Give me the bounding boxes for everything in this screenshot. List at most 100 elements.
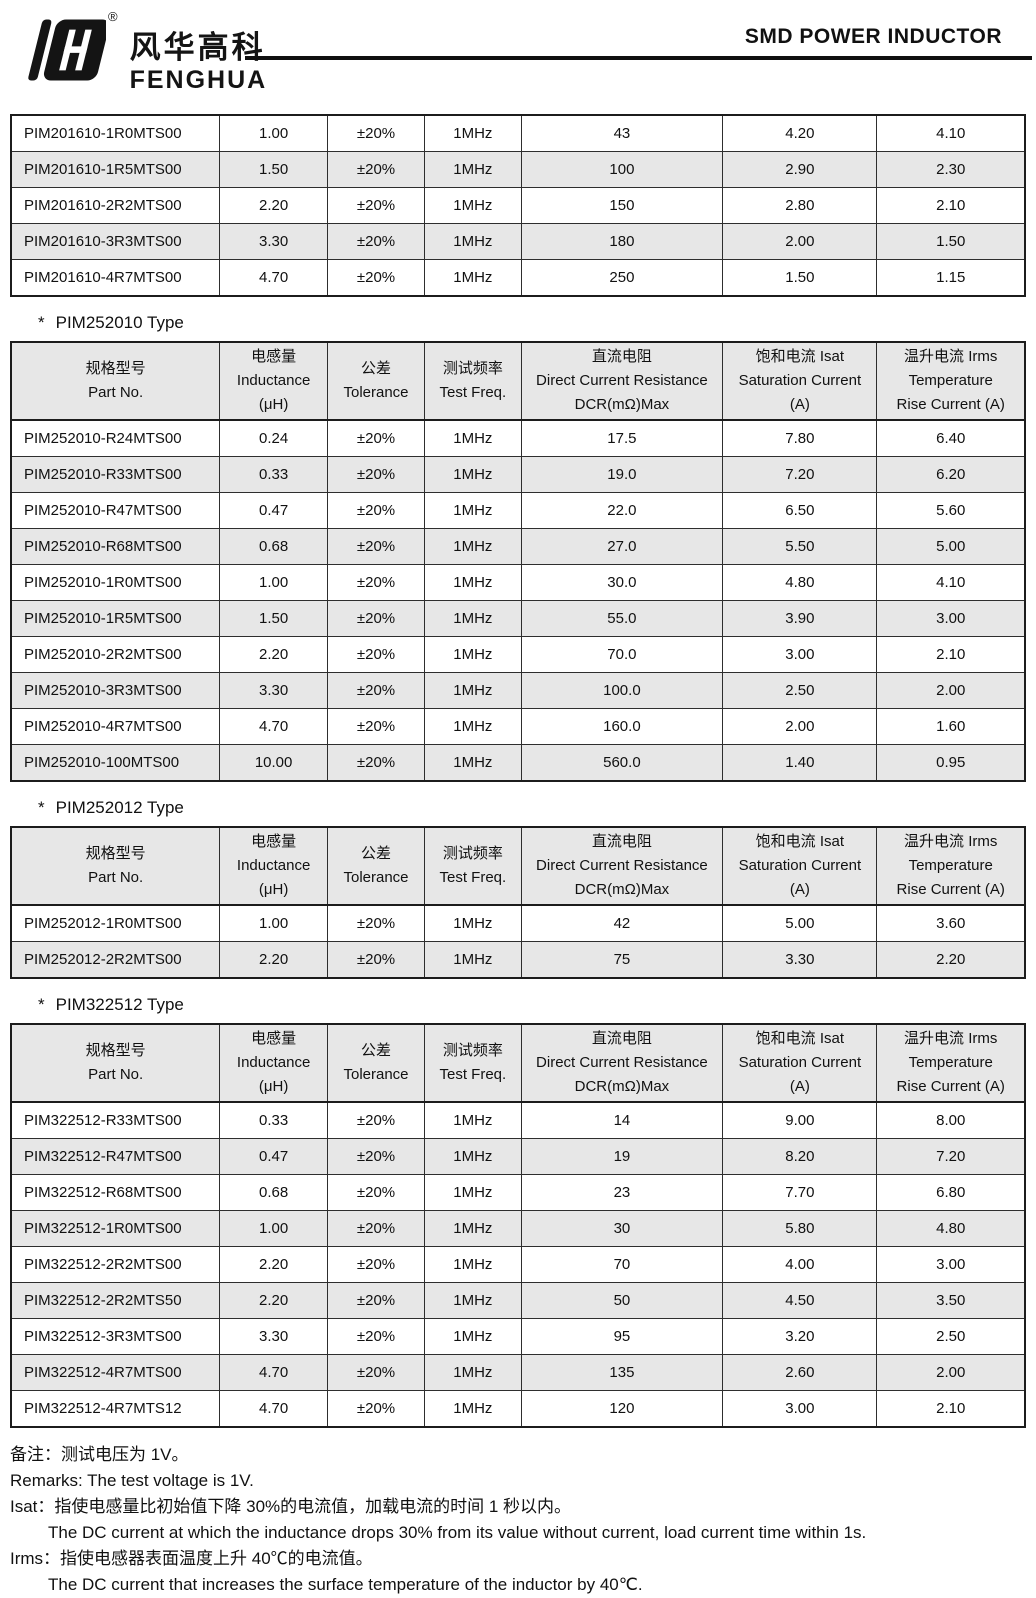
col-header-line: (μH) — [258, 881, 289, 898]
cell-dcr: 75 — [520, 941, 724, 979]
cell-part-no: PIM201610-1R5MTS00 — [10, 151, 221, 188]
col-header-line: Direct Current Resistance — [536, 372, 708, 389]
table-row: PIM252010-1R5MTS00 1.50 ±20% 1MHz 55.0 3.90 3.… — [10, 600, 1026, 637]
col-header-line: 饱和电流 Isat — [755, 833, 845, 850]
cell-test-freq: 1MHz — [424, 744, 522, 782]
section-title-text: PIM252012 Type — [55, 798, 184, 817]
cell-inductance: 2.20 — [219, 941, 328, 979]
cell-dcr: 120 — [520, 1390, 724, 1428]
cell-tolerance: ±20% — [326, 528, 426, 565]
table-row: PIM252010-1R0MTS00 1.00 ±20% 1MHz 30.0 4.80 4.… — [10, 564, 1026, 601]
cell-irms: 4.80 — [876, 1210, 1026, 1247]
cell-isat: 4.50 — [722, 1282, 878, 1319]
remark-line: The DC current at which the inductance d… — [48, 1523, 867, 1542]
cell-inductance: 0.68 — [219, 528, 328, 565]
table-row: PIM252010-4R7MTS00 4.70 ±20% 1MHz 160.0 2.00 1… — [10, 708, 1026, 745]
cell-dcr: 95 — [520, 1318, 724, 1355]
cell-irms: 5.60 — [876, 492, 1026, 529]
cell-irms: 2.30 — [876, 151, 1026, 188]
col-header-line: Saturation Current — [738, 1054, 862, 1071]
cell-part-no: PIM322512-2R2MTS50 — [10, 1282, 221, 1319]
cell-dcr: 22.0 — [520, 492, 724, 529]
cell-tolerance: ±20% — [326, 744, 426, 782]
col-header-tolerance: 公差 Tolerance — [326, 1023, 426, 1103]
col-header-line: Test Freq. — [439, 384, 507, 401]
cell-test-freq: 1MHz — [424, 1390, 522, 1428]
cell-irms: 5.00 — [876, 528, 1026, 565]
col-header-line: Part No. — [88, 384, 144, 401]
table-row: PIM322512-2R2MTS50 2.20 ±20% 1MHz 50 4.50 3.50 — [10, 1282, 1026, 1319]
cell-dcr: 180 — [520, 223, 724, 260]
col-header-tolerance: 公差 Tolerance — [326, 341, 426, 421]
section-bullet: * — [38, 995, 45, 1014]
cell-test-freq: 1MHz — [424, 941, 522, 979]
col-header-line: (μH) — [258, 396, 289, 413]
col-header-irms: 温升电流 Irms Temperature Rise Current (A) — [876, 1023, 1026, 1103]
cell-dcr: 100 — [520, 151, 724, 188]
cell-part-no: PIM201610-1R0MTS00 — [10, 114, 221, 152]
cell-part-no: PIM252010-R24MTS00 — [10, 419, 221, 457]
col-header-line: Tolerance — [343, 1066, 409, 1083]
cell-part-no: PIM322512-4R7MTS00 — [10, 1354, 221, 1391]
cell-inductance: 3.30 — [219, 672, 328, 709]
col-header-line: 规格型号 — [85, 1042, 146, 1059]
col-header-line: Inductance — [236, 372, 311, 389]
table-row: PIM201610-4R7MTS00 4.70 ±20% 1MHz 250 1.50 1.1… — [10, 259, 1026, 297]
cell-inductance: 1.50 — [219, 600, 328, 637]
col-header-dcr: 直流电阻 Direct Current Resistance DCR(mΩ)Max — [520, 1023, 724, 1103]
table-header-row: 规格型号 Part No. 电感量 Inductance (μH) 公差 Tolerance… — [10, 341, 1026, 421]
cell-inductance: 3.30 — [219, 1318, 328, 1355]
cell-tolerance: ±20% — [326, 1390, 426, 1428]
cell-inductance: 2.20 — [219, 1246, 328, 1283]
cell-irms: 1.15 — [876, 259, 1026, 297]
cell-isat: 6.50 — [722, 492, 878, 529]
cell-isat: 5.80 — [722, 1210, 878, 1247]
cell-inductance: 4.70 — [219, 259, 328, 297]
cell-dcr: 30 — [520, 1210, 724, 1247]
col-header-isat: 饱和电流 Isat Saturation Current (A) — [722, 826, 878, 906]
cell-isat: 2.80 — [722, 187, 878, 224]
cell-isat: 3.00 — [722, 1390, 878, 1428]
cell-tolerance: ±20% — [326, 151, 426, 188]
col-header-line: 直流电阻 — [591, 1030, 652, 1047]
cell-isat: 1.40 — [722, 744, 878, 782]
cell-irms: 6.40 — [876, 419, 1026, 457]
cell-isat: 3.30 — [722, 941, 878, 979]
table-row: PIM322512-2R2MTS00 2.20 ±20% 1MHz 70 4.00 3.00 — [10, 1246, 1026, 1283]
cell-isat: 2.50 — [722, 672, 878, 709]
col-header-line: 公差 — [361, 360, 392, 377]
col-header-line: Tolerance — [343, 384, 409, 401]
cell-test-freq: 1MHz — [424, 1101, 522, 1139]
cell-tolerance: ±20% — [326, 672, 426, 709]
cell-tolerance: ±20% — [326, 1318, 426, 1355]
col-header-line: 温升电流 Irms — [904, 833, 998, 850]
cell-test-freq: 1MHz — [424, 672, 522, 709]
cell-irms: 2.00 — [876, 672, 1026, 709]
col-header-tolerance: 公差 Tolerance — [326, 826, 426, 906]
cell-isat: 3.00 — [722, 636, 878, 673]
cell-isat: 7.70 — [722, 1174, 878, 1211]
table-row: PIM252010-R24MTS00 0.24 ±20% 1MHz 17.5 7.80 6.… — [10, 419, 1026, 457]
cell-irms: 2.00 — [876, 1354, 1026, 1391]
cell-tolerance: ±20% — [326, 259, 426, 297]
table-row: PIM201610-1R5MTS00 1.50 ±20% 1MHz 100 2.90 2.3… — [10, 151, 1026, 188]
cell-isat: 2.00 — [722, 223, 878, 260]
cell-inductance: 0.47 — [219, 1138, 328, 1175]
remarks: 备注：测试电压为 1V。 Remarks: The test voltage is… — [10, 1442, 1026, 1598]
cell-part-no: PIM252012-2R2MTS00 — [10, 941, 221, 979]
cell-tolerance: ±20% — [326, 904, 426, 942]
col-header-inductance: 电感量 Inductance (μH) — [219, 341, 328, 421]
cell-test-freq: 1MHz — [424, 492, 522, 529]
cell-dcr: 135 — [520, 1354, 724, 1391]
table-row: PIM252012-1R0MTS00 1.00 ±20% 1MHz 42 5.00 3.60 — [10, 904, 1026, 942]
cell-test-freq: 1MHz — [424, 600, 522, 637]
col-header-line: (A) — [789, 396, 810, 413]
cell-test-freq: 1MHz — [424, 1354, 522, 1391]
cell-part-no: PIM252010-R68MTS00 — [10, 528, 221, 565]
col-header-line: 饱和电流 Isat — [755, 348, 845, 365]
col-header-line: 电感量 — [251, 348, 297, 365]
remark-line: Isat：指使电感量比初始值下降 30%的电流值，加载电流的时间 1 秒以内。 — [10, 1497, 572, 1516]
table-row: PIM322512-R47MTS00 0.47 ±20% 1MHz 19 8.20 7.20 — [10, 1138, 1026, 1175]
cell-isat: 5.50 — [722, 528, 878, 565]
cell-tolerance: ±20% — [326, 1354, 426, 1391]
